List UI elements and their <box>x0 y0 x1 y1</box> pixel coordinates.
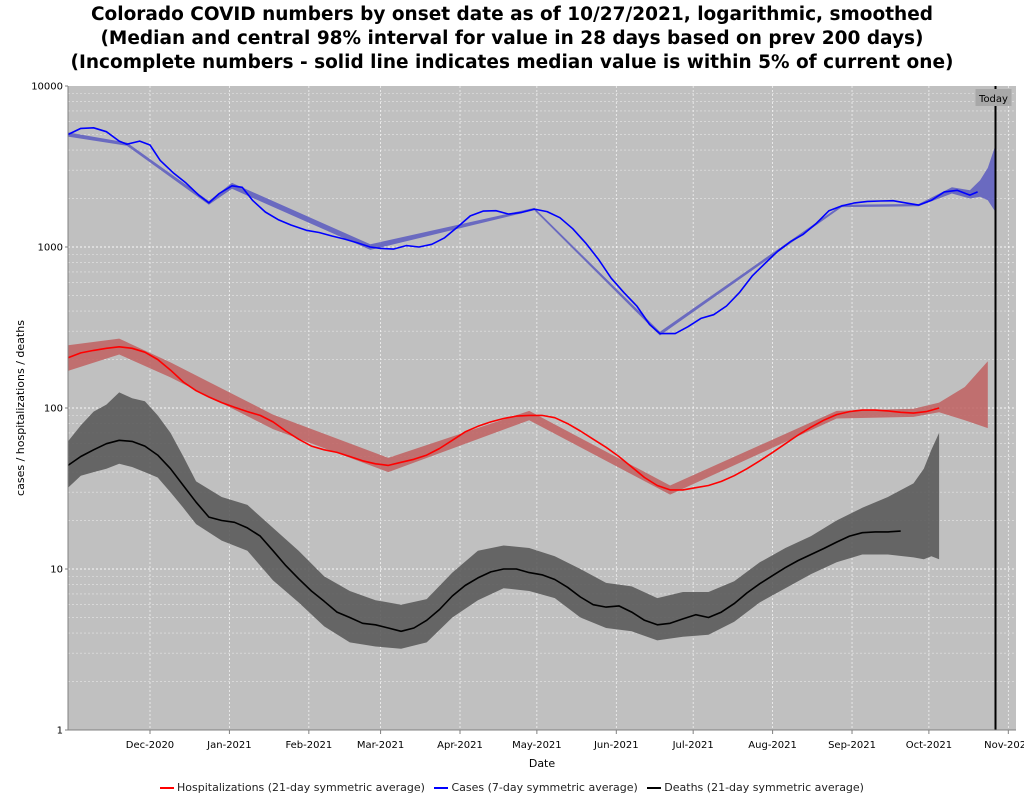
deaths-median-line <box>67 439 901 633</box>
legend-label-cases: Cases (7-day symmetric average) <box>451 781 638 794</box>
x-tick-label: Mar-2021 <box>357 740 404 751</box>
x-tick-label: Apr-2021 <box>437 740 483 751</box>
legend-item-deaths: Deaths (21-day symmetric average) <box>647 781 864 794</box>
legend-swatch-cases <box>434 787 449 789</box>
today-label: Today <box>978 94 1008 105</box>
deaths-interval-band <box>68 392 940 649</box>
legend-swatch-hospitalizations <box>160 787 175 789</box>
x-tick-label: Jan-2021 <box>206 740 251 751</box>
today-label-bg <box>975 89 1012 106</box>
x-tick-label: Feb-2021 <box>285 740 332 751</box>
legend-label-hospitalizations: Hospitalizations (21-day symmetric avera… <box>177 781 425 794</box>
y-tick-label: 100 <box>44 404 63 415</box>
legend-swatch-deaths <box>647 787 662 789</box>
chart-title-line-2: (Median and central 98% interval for val… <box>100 28 924 49</box>
x-tick-label: Jul-2021 <box>672 740 714 751</box>
x-tick-label: Jun-2021 <box>593 740 639 751</box>
y-tick-label: 10000 <box>31 82 63 93</box>
legend-item-hospitalizations: Hospitalizations (21-day symmetric avera… <box>160 781 425 794</box>
cases-median-line <box>67 127 978 335</box>
chart-title-line-3: (Incomplete numbers - solid line indicat… <box>70 52 954 73</box>
x-tick-label: Dec-2020 <box>126 740 174 751</box>
chart-title-line-1: Colorado COVID numbers by onset date as … <box>90 4 934 25</box>
x-tick-label: Aug-2021 <box>748 740 797 751</box>
y-tick-label: 1 <box>57 726 63 737</box>
y-tick-label: 1000 <box>38 243 63 254</box>
hospitalizations-interval-band <box>68 338 988 495</box>
x-axis-label: Date <box>529 757 556 770</box>
hospitalizations-median-line <box>67 345 940 491</box>
y-tick-label: 10 <box>50 565 63 576</box>
y-axis-label: cases / hospitalizations / deaths <box>14 320 27 496</box>
legend-item-cases: Cases (7-day symmetric average) <box>434 781 638 794</box>
chart-title: Colorado COVID numbers by onset date as … <box>0 3 1024 75</box>
x-tick-label: Oct-2021 <box>906 740 952 751</box>
x-tick-label: Nov-2021 <box>984 740 1024 751</box>
legend: Hospitalizations (21-day symmetric avera… <box>0 781 1024 794</box>
x-tick-label: May-2021 <box>512 740 562 751</box>
legend-label-deaths: Deaths (21-day symmetric average) <box>664 781 864 794</box>
x-tick-label: Sep-2021 <box>828 740 876 751</box>
